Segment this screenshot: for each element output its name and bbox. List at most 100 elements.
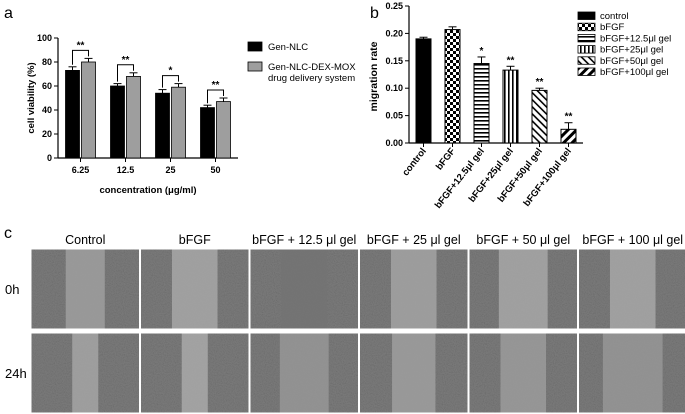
micrograph-wound-gap	[65, 249, 105, 329]
y-tick-label-b: 0.20	[385, 28, 403, 38]
legend-label-b: bFGF	[600, 22, 624, 33]
micrograph-border	[468, 248, 578, 330]
y-tick-label-a: 60	[42, 81, 52, 91]
x-tick-label-a: 6.25	[72, 165, 90, 175]
micrograph-image	[578, 332, 685, 414]
legend-swatch-b	[577, 11, 596, 20]
bar-a	[110, 85, 125, 159]
column-header: bFGF + 50 μl gel	[476, 233, 570, 247]
x-tick-label-a: 12.5	[117, 165, 135, 175]
legend-label-line-a: Gen-NLC-DEX-MOX	[268, 62, 356, 73]
bar-a	[200, 107, 215, 159]
legend-label-b: bFGF+100μl gel	[600, 67, 669, 78]
micrograph-wound-gap	[181, 333, 208, 413]
micrograph-border	[249, 332, 359, 414]
micrograph-border	[30, 332, 140, 414]
row-label: 24h	[5, 366, 27, 381]
micrograph-border	[468, 332, 578, 414]
panel-c-micrographs: Control bFGF bFGF + 12.5 μl gel bFGF + 25 μ…	[5, 233, 685, 414]
micrograph-image	[578, 248, 685, 330]
significance-label-b: *	[480, 46, 484, 57]
x-tick-label-b: bFGF	[434, 146, 458, 172]
micrograph-wound-gap	[500, 333, 547, 413]
significance-label-b: **	[536, 77, 544, 88]
micrograph-image	[140, 248, 250, 330]
micrograph-border	[359, 332, 469, 414]
y-tick-label-b: 0.25	[385, 1, 403, 11]
micrograph-wound-gap	[602, 333, 663, 413]
legend-label-b: bFGF+25μl gel	[600, 45, 663, 56]
legend-swatch-b	[577, 34, 596, 43]
legend-label-a: Gen-NLC	[268, 42, 308, 53]
y-tick-label-b: 0.00	[385, 138, 403, 148]
significance-bracket-a	[117, 64, 134, 82]
bar-b	[531, 89, 548, 144]
micrograph-wound-gap	[279, 333, 329, 413]
column-header: bFGF + 12.5 μl gel	[252, 233, 356, 247]
micrograph-wound-gap	[72, 333, 99, 413]
y-tick-label-b: 0.10	[385, 83, 403, 93]
bar-a	[171, 86, 186, 159]
micrograph-image	[359, 248, 469, 330]
chart-a: 0 20 40 60 80 100 cell viability (%) concentrat…	[26, 33, 356, 196]
bar-a	[65, 70, 80, 159]
y-tick-label-a: 20	[42, 129, 52, 139]
micrograph-wound-gap	[171, 249, 218, 329]
significance-label-a: **	[77, 40, 85, 51]
micrograph-wound-gap	[390, 249, 437, 329]
column-header: bFGF + 25 μl gel	[367, 233, 461, 247]
bar-b	[560, 128, 577, 144]
panel-label-b: b	[370, 5, 379, 22]
y-tick-label-a: 80	[42, 57, 52, 67]
significance-bracket-a	[162, 75, 179, 88]
significance-label-b: **	[507, 55, 515, 66]
micrograph-border	[578, 332, 685, 414]
micrograph-wound-gap	[281, 249, 328, 329]
y-tick-label-a: 100	[37, 33, 52, 43]
bar-b	[502, 69, 519, 144]
bar-a	[81, 61, 96, 159]
bar-a	[126, 76, 141, 159]
legend-swatch-b	[577, 56, 596, 65]
chart-b: 0.00 0.05 0.10 0.15 0.20 0.25 migration rate co…	[368, 1, 671, 211]
legend-label-line-a: drug delivery system	[268, 73, 355, 84]
panel-label-a: a	[4, 5, 13, 22]
micrograph-wound-gap	[392, 333, 436, 413]
legend-label-b: bFGF+50μl gel	[600, 56, 663, 67]
legend-label-a: Gen-NLC-DEX-MOX drug delivery system	[268, 62, 356, 84]
significance-label-b: **	[565, 112, 573, 123]
micrograph-border	[30, 248, 140, 330]
micrograph-image	[30, 332, 140, 414]
column-header: bFGF	[179, 233, 211, 247]
y-tick-label-a: 0	[47, 153, 52, 163]
micrograph-border	[359, 248, 469, 330]
bar-b	[473, 63, 490, 144]
bar-b	[415, 38, 432, 144]
bar-b	[444, 29, 461, 144]
significance-label-a: **	[212, 80, 220, 91]
significance-bracket-a	[207, 89, 224, 104]
bar-a	[155, 92, 170, 159]
legend-swatch-a	[247, 41, 263, 52]
legend-swatch-a	[247, 61, 263, 72]
panel-label-c: c	[4, 225, 12, 242]
y-tick-label-b: 0.15	[385, 56, 403, 66]
column-header: Control	[65, 233, 105, 247]
micrograph-image	[249, 248, 359, 330]
x-tick-label-a: 50	[210, 165, 220, 175]
row-label: 0h	[5, 282, 19, 297]
legend-swatch-b	[577, 45, 596, 54]
y-axis-title-b: migration rate	[368, 41, 380, 111]
micrograph-wound-gap	[609, 249, 656, 329]
significance-bracket-a	[72, 49, 89, 65]
y-tick-label-b: 0.05	[385, 111, 403, 121]
micrograph-border	[578, 248, 685, 330]
micrograph-wound-gap	[498, 249, 548, 329]
micrograph-image	[468, 248, 578, 330]
legend-swatch-b	[577, 22, 596, 32]
column-header: bFGF + 100 μl gel	[582, 233, 683, 247]
x-tick-label-b: control	[400, 146, 428, 178]
significance-label-a: **	[122, 55, 130, 66]
legend-label-b: bFGF+12.5μl gel	[600, 33, 671, 44]
